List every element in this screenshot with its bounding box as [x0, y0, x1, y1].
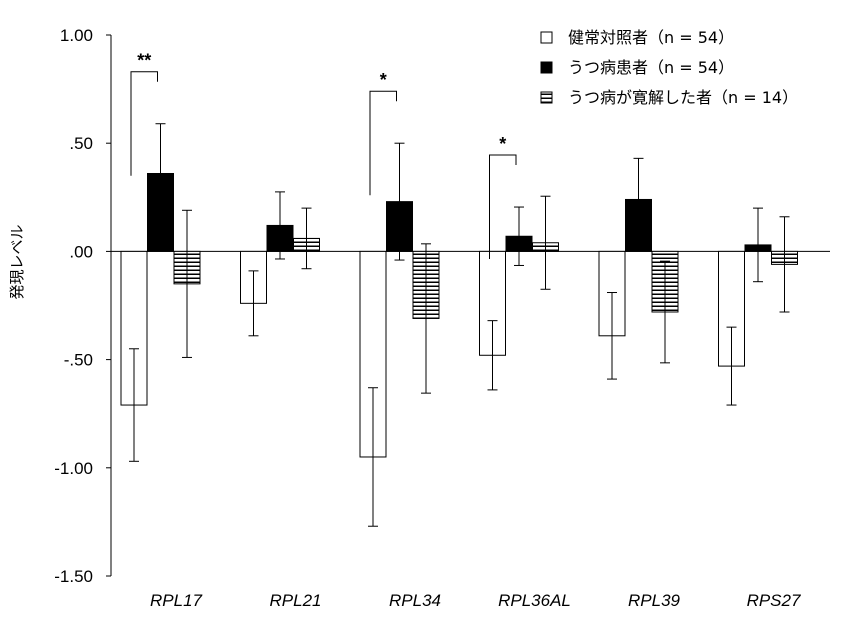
x-category-label: RPL34	[389, 591, 441, 610]
legend-swatch	[540, 91, 553, 104]
significance-bracket	[130, 71, 158, 176]
significance-label: **	[137, 51, 151, 71]
x-category-label: RPL17	[150, 591, 203, 610]
legend-entry: うつ病が寛解した者（n = 14）	[568, 88, 798, 107]
significance-markers: ****	[130, 51, 517, 260]
y-axis-label: 発現レベル	[8, 224, 26, 299]
legend-entry: 健常対照者（n = 54）	[568, 28, 734, 47]
x-category-label: RPL39	[628, 591, 681, 610]
significance-bracket	[489, 154, 517, 260]
y-tick-label: 1.00	[60, 26, 93, 45]
legend-swatch	[540, 61, 553, 74]
significance-label: *	[380, 70, 387, 90]
y-tick-label: .00	[69, 242, 93, 261]
y-tick-label: -1.00	[54, 459, 93, 478]
x-category-label: RPL21	[270, 591, 322, 610]
x-category-label: RPS27	[747, 591, 801, 610]
significance-label: *	[499, 134, 506, 154]
legend: 健常対照者（n = 54） うつ病患者（n = 54） うつ病が寛解した者（n = …	[540, 28, 798, 107]
legend-entry: うつ病患者（n = 54）	[568, 58, 734, 77]
y-tick-label: .50	[69, 134, 93, 153]
legend-swatch	[540, 31, 553, 44]
significance-bracket	[369, 90, 397, 196]
error-bars	[129, 123, 790, 527]
axes: 1.00 .50 .00 -.50 -1.00 -1.50 RPL17 RPL21 RPL34 R…	[54, 26, 830, 610]
y-tick-label: -1.50	[54, 567, 93, 586]
y-tick-label: -.50	[64, 351, 93, 370]
bars	[120, 172, 798, 458]
x-category-label: RPL36AL	[498, 591, 571, 610]
